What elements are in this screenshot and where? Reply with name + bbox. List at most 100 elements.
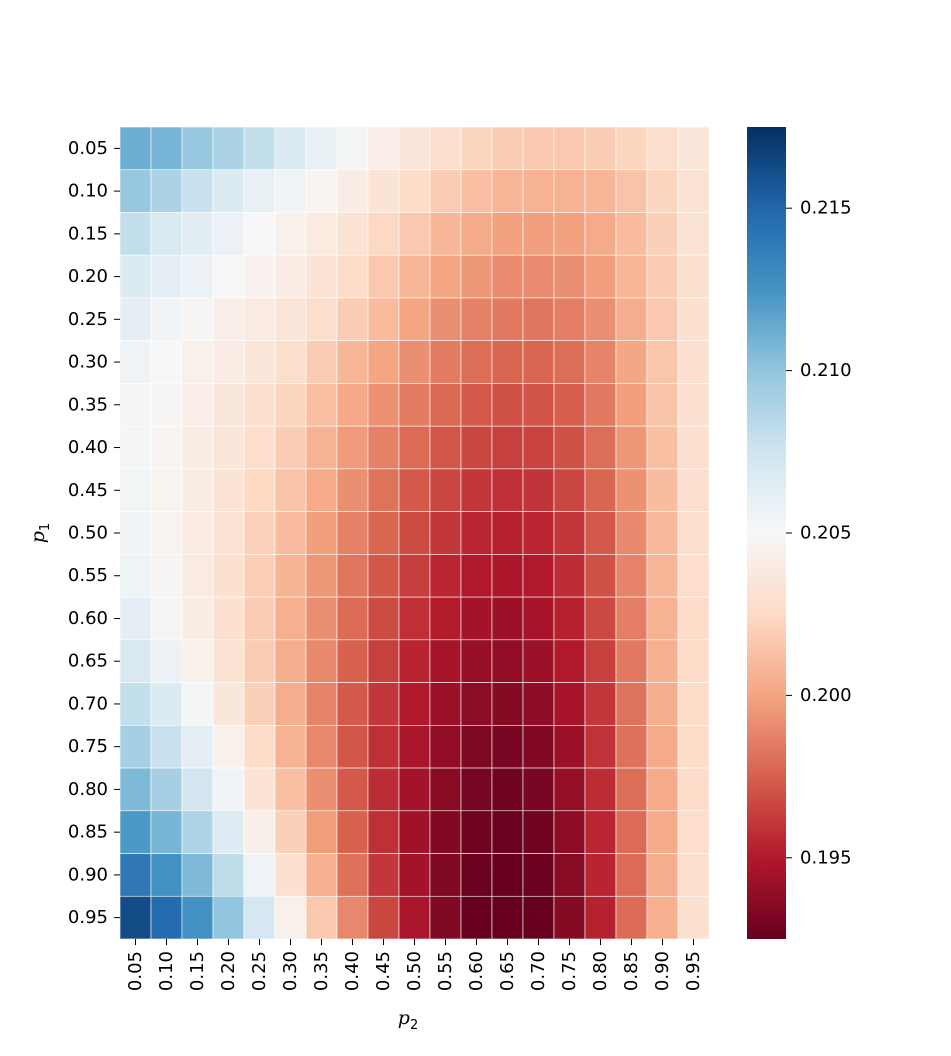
heatmap-cell bbox=[150, 810, 183, 854]
heatmap-cell bbox=[398, 810, 431, 854]
heatmap-cell bbox=[429, 297, 462, 341]
heatmap-cell bbox=[336, 425, 369, 470]
heatmap-cell bbox=[677, 511, 710, 555]
heatmap-cell bbox=[491, 853, 524, 897]
heatmap-cell bbox=[150, 169, 183, 213]
heatmap-cell bbox=[336, 511, 369, 555]
heatmap-cell bbox=[491, 169, 524, 213]
heatmap-cell bbox=[181, 895, 214, 940]
heatmap-cell bbox=[460, 340, 493, 384]
heatmap-cell bbox=[150, 511, 183, 555]
heatmap-cell bbox=[150, 596, 183, 641]
heatmap-cell bbox=[677, 468, 710, 512]
heatmap-cell bbox=[398, 340, 431, 384]
heatmap-cell bbox=[553, 340, 586, 384]
heatmap-cell bbox=[243, 468, 276, 512]
heatmap-cell bbox=[553, 511, 586, 555]
heatmap-cell bbox=[212, 169, 245, 213]
heatmap-cell bbox=[367, 554, 400, 598]
heatmap-cell bbox=[398, 126, 431, 171]
heatmap-cell bbox=[646, 853, 679, 897]
y-tick-label: 0.20 bbox=[68, 266, 108, 287]
heatmap-cell bbox=[181, 212, 214, 256]
heatmap-cell bbox=[584, 468, 617, 512]
heatmap-cell bbox=[677, 682, 710, 726]
heatmap-cell bbox=[584, 511, 617, 555]
heatmap-cell bbox=[367, 767, 400, 812]
heatmap-cell bbox=[553, 596, 586, 641]
heatmap-cell bbox=[212, 468, 245, 512]
heatmap-cell bbox=[212, 810, 245, 854]
heatmap-cell bbox=[367, 810, 400, 854]
heatmap-cell bbox=[460, 297, 493, 341]
heatmap-cell bbox=[460, 767, 493, 812]
heatmap-cell bbox=[305, 340, 338, 384]
heatmap-cell bbox=[274, 596, 307, 641]
heatmap-cell bbox=[119, 554, 152, 598]
heatmap-cell bbox=[274, 853, 307, 897]
heatmap-cell bbox=[584, 895, 617, 940]
heatmap-cell bbox=[150, 340, 183, 384]
heatmap-cell bbox=[274, 297, 307, 341]
heatmap-cell bbox=[274, 810, 307, 854]
heatmap-cell bbox=[274, 468, 307, 512]
heatmap-cell bbox=[398, 682, 431, 726]
heatmap-cell bbox=[367, 254, 400, 299]
heatmap-cell bbox=[615, 767, 648, 812]
y-tick-label: 0.80 bbox=[68, 779, 108, 800]
heatmap-cell bbox=[553, 682, 586, 726]
heatmap-cell bbox=[553, 383, 586, 427]
colorbar-ticks: 0.195 0.200 0.205 0.210 0.215 bbox=[786, 198, 852, 868]
heatmap-cell bbox=[398, 895, 431, 940]
heatmap-cell bbox=[398, 596, 431, 641]
heatmap-cell bbox=[429, 725, 462, 769]
heatmap-cell bbox=[491, 767, 524, 812]
heatmap-cell bbox=[460, 895, 493, 940]
heatmap-cell bbox=[646, 383, 679, 427]
heatmap-cell bbox=[646, 254, 679, 299]
heatmap-cell bbox=[491, 725, 524, 769]
heatmap-cell bbox=[119, 425, 152, 470]
heatmap-cell bbox=[491, 511, 524, 555]
heatmap-cell bbox=[150, 383, 183, 427]
heatmap-cell bbox=[119, 511, 152, 555]
heatmap-cell bbox=[305, 767, 338, 812]
heatmap-cell bbox=[336, 725, 369, 769]
heatmap-cell bbox=[398, 725, 431, 769]
y-tick-label: 0.95 bbox=[68, 907, 108, 928]
heatmap-cell bbox=[584, 254, 617, 299]
heatmap-cell bbox=[367, 169, 400, 213]
heatmap-cell bbox=[646, 810, 679, 854]
heatmap-cell bbox=[274, 639, 307, 683]
heatmap-cell bbox=[584, 425, 617, 470]
x-tick-label: 0.15 bbox=[187, 951, 208, 991]
heatmap-cell bbox=[212, 425, 245, 470]
heatmap-cell bbox=[677, 383, 710, 427]
heatmap-cell bbox=[491, 682, 524, 726]
heatmap-cell bbox=[460, 425, 493, 470]
heatmap-cell bbox=[491, 383, 524, 427]
heatmap-cell bbox=[398, 297, 431, 341]
heatmap-cell bbox=[274, 682, 307, 726]
heatmap-cell bbox=[119, 767, 152, 812]
y-tick-label: 0.45 bbox=[68, 480, 108, 501]
heatmap-cell bbox=[522, 212, 555, 256]
heatmap-cell bbox=[615, 853, 648, 897]
heatmap-cell bbox=[150, 853, 183, 897]
y-tick-label: 0.25 bbox=[68, 309, 108, 330]
heatmap-cell bbox=[243, 895, 276, 940]
heatmap-cell bbox=[212, 340, 245, 384]
heatmap-cell bbox=[615, 383, 648, 427]
heatmap-cell bbox=[429, 425, 462, 470]
heatmap-cell bbox=[398, 853, 431, 897]
heatmap-cell bbox=[212, 639, 245, 683]
heatmap-cell bbox=[181, 340, 214, 384]
heatmap-cell bbox=[646, 126, 679, 171]
heatmap-cell bbox=[646, 511, 679, 555]
heatmap-cell bbox=[646, 682, 679, 726]
heatmap-cell bbox=[150, 254, 183, 299]
heatmap-cell bbox=[212, 596, 245, 641]
y-tick-label: 0.15 bbox=[68, 223, 108, 244]
heatmap-cell bbox=[336, 810, 369, 854]
